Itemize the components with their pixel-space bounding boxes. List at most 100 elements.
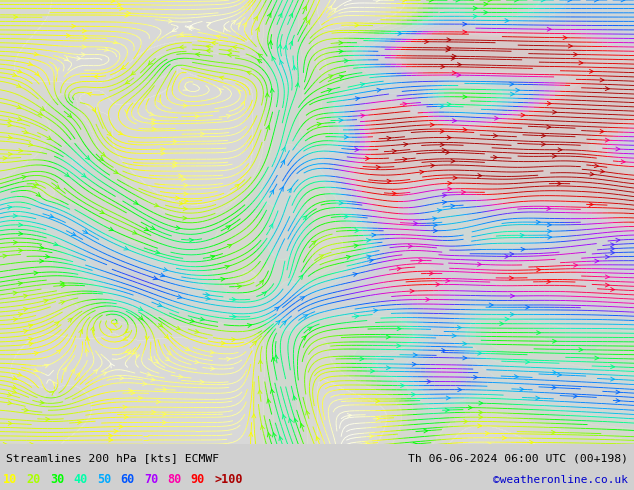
- FancyArrowPatch shape: [65, 172, 69, 176]
- FancyArrowPatch shape: [493, 155, 497, 159]
- FancyArrowPatch shape: [437, 209, 441, 213]
- FancyArrowPatch shape: [433, 223, 437, 227]
- FancyArrowPatch shape: [514, 0, 519, 2]
- FancyArrowPatch shape: [432, 217, 437, 220]
- FancyArrowPatch shape: [18, 372, 22, 376]
- FancyArrowPatch shape: [372, 233, 376, 237]
- FancyArrowPatch shape: [176, 196, 179, 200]
- FancyArrowPatch shape: [463, 95, 467, 99]
- Text: Th 06-06-2024 06:00 UTC (00+198): Th 06-06-2024 06:00 UTC (00+198): [408, 454, 628, 464]
- FancyArrowPatch shape: [12, 390, 16, 393]
- FancyArrowPatch shape: [266, 93, 269, 97]
- FancyArrowPatch shape: [83, 36, 87, 40]
- FancyArrowPatch shape: [300, 297, 304, 300]
- FancyArrowPatch shape: [138, 396, 142, 400]
- FancyArrowPatch shape: [134, 200, 138, 204]
- FancyArrowPatch shape: [241, 101, 245, 106]
- FancyArrowPatch shape: [442, 348, 446, 352]
- FancyArrowPatch shape: [413, 442, 417, 446]
- FancyArrowPatch shape: [108, 438, 113, 442]
- FancyArrowPatch shape: [232, 315, 236, 318]
- FancyArrowPatch shape: [165, 357, 170, 361]
- FancyArrowPatch shape: [72, 24, 75, 28]
- FancyArrowPatch shape: [547, 280, 550, 284]
- FancyArrowPatch shape: [24, 408, 29, 412]
- FancyArrowPatch shape: [595, 356, 598, 360]
- FancyArrowPatch shape: [172, 164, 176, 168]
- FancyArrowPatch shape: [306, 20, 310, 24]
- FancyArrowPatch shape: [411, 392, 415, 396]
- FancyArrowPatch shape: [131, 391, 135, 395]
- FancyArrowPatch shape: [111, 364, 115, 368]
- Text: Streamlines 200 hPa [kts] ECMWF: Streamlines 200 hPa [kts] ECMWF: [6, 454, 219, 464]
- FancyArrowPatch shape: [355, 147, 359, 151]
- FancyArrowPatch shape: [261, 425, 264, 430]
- FancyArrowPatch shape: [495, 116, 498, 120]
- Text: 90: 90: [191, 473, 205, 487]
- FancyArrowPatch shape: [150, 226, 155, 229]
- FancyArrowPatch shape: [236, 23, 240, 27]
- FancyArrowPatch shape: [29, 143, 33, 147]
- FancyArrowPatch shape: [370, 369, 374, 373]
- FancyArrowPatch shape: [447, 102, 451, 106]
- FancyArrowPatch shape: [158, 323, 163, 327]
- FancyArrowPatch shape: [536, 268, 541, 271]
- FancyArrowPatch shape: [473, 6, 477, 10]
- FancyArrowPatch shape: [452, 54, 456, 58]
- FancyArrowPatch shape: [279, 437, 283, 441]
- FancyArrowPatch shape: [257, 59, 262, 63]
- FancyArrowPatch shape: [189, 27, 193, 31]
- FancyArrowPatch shape: [81, 52, 86, 56]
- FancyArrowPatch shape: [510, 294, 514, 298]
- FancyArrowPatch shape: [529, 441, 533, 444]
- FancyArrowPatch shape: [13, 73, 16, 76]
- FancyArrowPatch shape: [83, 230, 87, 233]
- FancyArrowPatch shape: [254, 17, 257, 21]
- FancyArrowPatch shape: [18, 282, 22, 286]
- FancyArrowPatch shape: [262, 292, 266, 296]
- FancyArrowPatch shape: [440, 129, 444, 133]
- FancyArrowPatch shape: [424, 429, 428, 433]
- FancyArrowPatch shape: [147, 372, 151, 376]
- FancyArrowPatch shape: [392, 192, 396, 196]
- FancyArrowPatch shape: [289, 41, 293, 46]
- FancyArrowPatch shape: [295, 83, 299, 87]
- FancyArrowPatch shape: [149, 112, 153, 116]
- FancyArrowPatch shape: [158, 303, 162, 307]
- FancyArrowPatch shape: [68, 318, 72, 322]
- FancyArrowPatch shape: [600, 78, 604, 82]
- FancyArrowPatch shape: [29, 342, 33, 346]
- FancyArrowPatch shape: [273, 433, 276, 437]
- FancyArrowPatch shape: [86, 155, 89, 160]
- FancyArrowPatch shape: [452, 71, 456, 75]
- FancyArrowPatch shape: [458, 63, 462, 67]
- FancyArrowPatch shape: [196, 52, 200, 56]
- FancyArrowPatch shape: [590, 70, 593, 74]
- FancyArrowPatch shape: [122, 65, 126, 69]
- FancyArrowPatch shape: [8, 421, 12, 425]
- FancyArrowPatch shape: [34, 368, 38, 372]
- FancyArrowPatch shape: [457, 325, 462, 329]
- FancyArrowPatch shape: [346, 255, 351, 259]
- FancyArrowPatch shape: [505, 317, 509, 321]
- FancyArrowPatch shape: [144, 227, 148, 231]
- FancyArrowPatch shape: [446, 150, 450, 154]
- FancyArrowPatch shape: [433, 229, 437, 233]
- FancyArrowPatch shape: [474, 375, 477, 379]
- FancyArrowPatch shape: [123, 405, 127, 409]
- FancyArrowPatch shape: [451, 56, 455, 60]
- FancyArrowPatch shape: [281, 160, 285, 164]
- FancyArrowPatch shape: [302, 216, 307, 220]
- FancyArrowPatch shape: [267, 399, 271, 403]
- FancyArrowPatch shape: [8, 392, 11, 396]
- FancyArrowPatch shape: [100, 210, 104, 214]
- FancyArrowPatch shape: [125, 349, 129, 352]
- FancyArrowPatch shape: [425, 40, 429, 44]
- FancyArrowPatch shape: [493, 134, 497, 138]
- FancyArrowPatch shape: [328, 75, 333, 78]
- FancyArrowPatch shape: [339, 75, 344, 79]
- FancyArrowPatch shape: [16, 84, 21, 87]
- FancyArrowPatch shape: [13, 291, 17, 295]
- FancyArrowPatch shape: [441, 65, 444, 69]
- FancyArrowPatch shape: [275, 307, 279, 311]
